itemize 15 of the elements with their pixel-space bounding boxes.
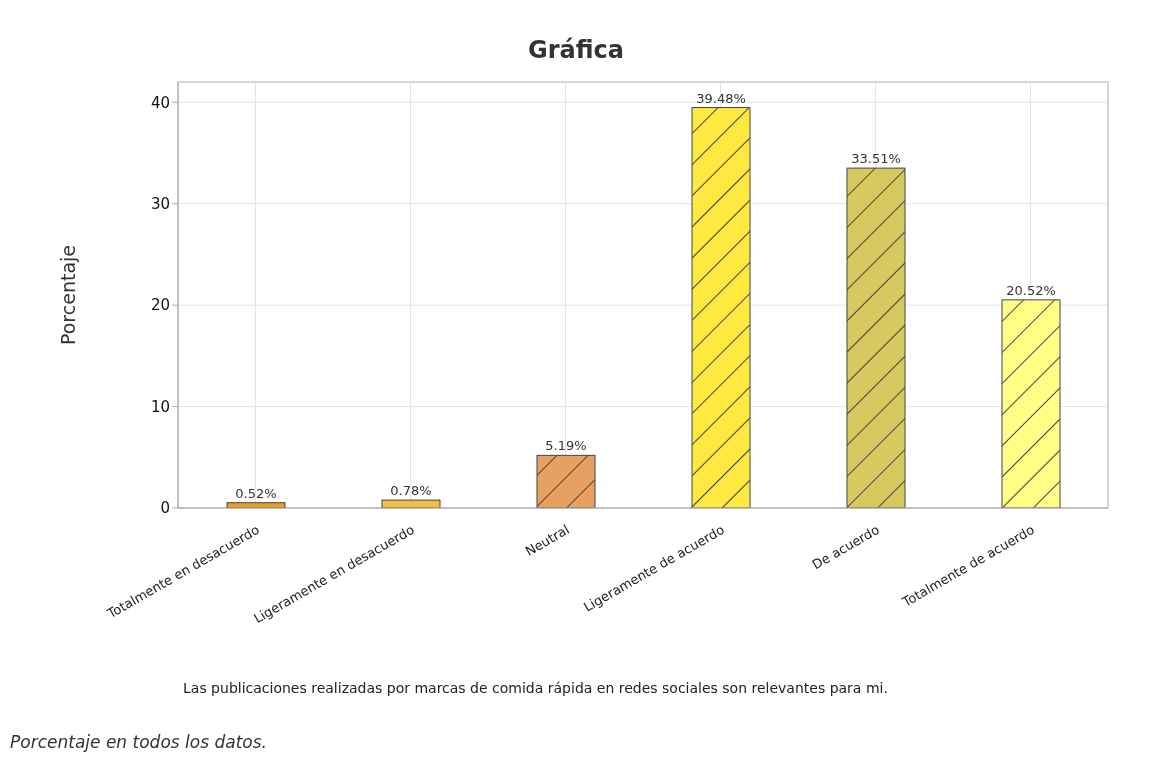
- text: Porcentaje en todos los datos.: [10, 732, 267, 752]
- data-label: 5.19%: [545, 438, 587, 454]
- x-axis-title: Las publicaciones realizadas por marcas de comida rápida en redes sociales son relevantes para mi.: [183, 680, 888, 696]
- y-tick-label: 30: [150, 195, 170, 214]
- data-label: 20.52%: [1006, 282, 1056, 298]
- chart-title: Gráfica: [527, 36, 625, 64]
- y-axis-title: Porcentaje: [56, 244, 79, 346]
- y-tick-label: 20: [150, 296, 170, 315]
- y-tick-label: 0: [160, 499, 170, 518]
- data-label: 33.51%: [851, 151, 901, 167]
- data-label: 0.52%: [235, 485, 277, 501]
- data-label: 0.78%: [390, 483, 432, 499]
- y-tick-label: 10: [150, 397, 170, 416]
- data-label: 39.48%: [696, 90, 746, 106]
- y-tick-label: 40: [150, 93, 170, 112]
